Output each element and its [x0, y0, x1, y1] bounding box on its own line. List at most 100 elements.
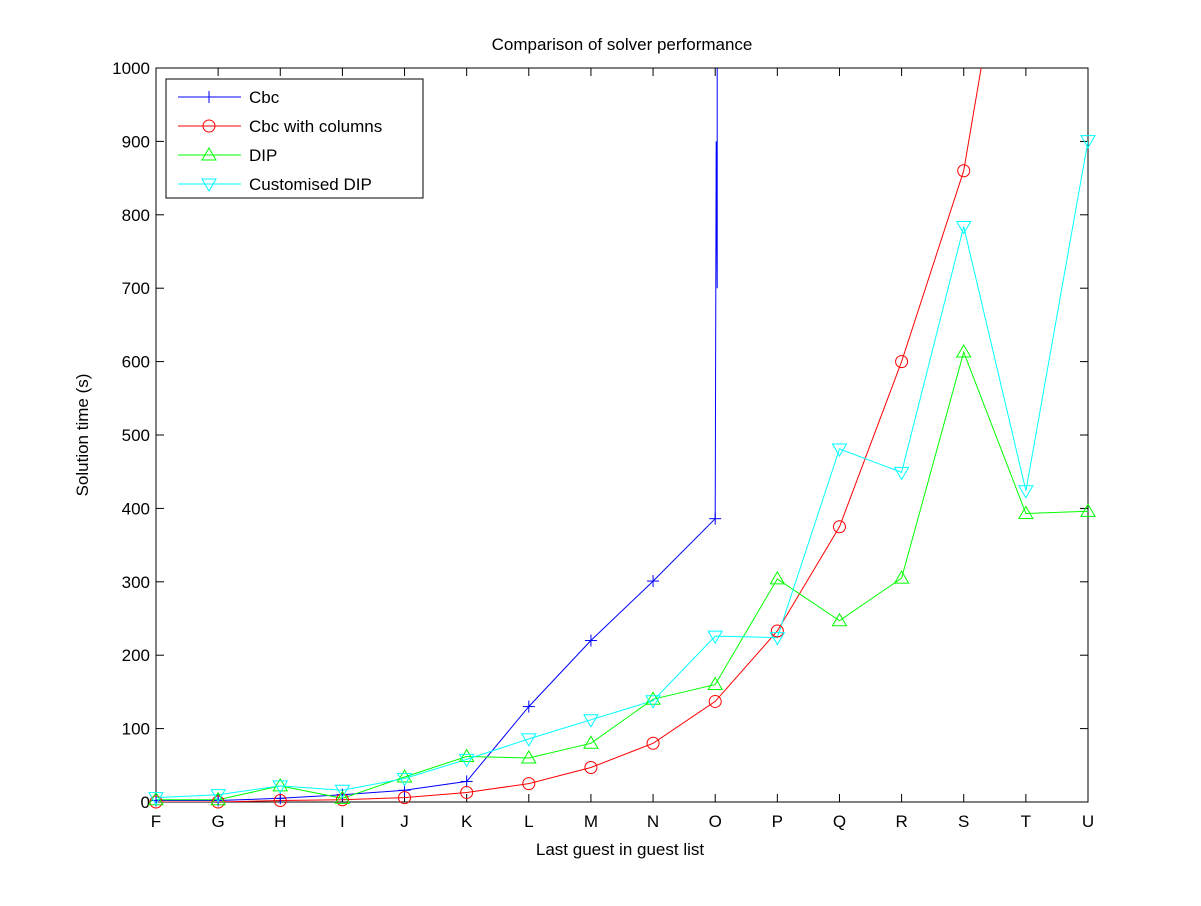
data-markers	[148, 135, 1096, 809]
x-tick-label: F	[151, 812, 161, 831]
legend-label: Customised DIP	[249, 175, 372, 194]
triangle-down-marker	[334, 784, 351, 799]
plus-marker	[709, 512, 722, 525]
circle-marker	[335, 793, 349, 807]
legend-box	[165, 78, 424, 199]
x-tick-label: L	[524, 812, 533, 831]
circle-marker	[584, 761, 598, 775]
triangle-up-marker	[645, 691, 661, 705]
triangle-down-marker	[1017, 485, 1034, 499]
legend-entry: Customised DIP	[178, 175, 372, 194]
triangle-down-marker	[707, 630, 724, 645]
triangle-down-marker	[769, 632, 786, 646]
legend-entry: Cbc	[178, 88, 280, 107]
triangle-down-marker	[210, 789, 227, 803]
legend-entry: Cbc with columns	[178, 117, 382, 136]
triangle-up-marker	[707, 676, 724, 691]
triangle-up-marker	[334, 790, 351, 804]
y-tick-label: 0	[141, 793, 150, 812]
y-tick-label: 800	[122, 206, 150, 225]
triangle-up-marker	[769, 570, 786, 585]
x-tick-label: Q	[833, 812, 846, 831]
x-tick-label: T	[1021, 812, 1031, 831]
triangle-up-marker	[955, 344, 972, 358]
circle-marker	[460, 785, 474, 799]
plus-marker	[647, 575, 660, 588]
legend-entry: DIP	[178, 146, 277, 165]
plus-marker	[522, 700, 535, 713]
legend-label: Cbc with columns	[249, 117, 382, 136]
circle-marker	[708, 694, 722, 708]
series-line-2	[156, 350, 1088, 801]
series-line-1	[156, 68, 982, 802]
triangle-down-marker	[1080, 135, 1096, 149]
triangle-up-marker	[1017, 505, 1034, 520]
circle-marker	[202, 119, 216, 133]
circle-marker	[398, 791, 412, 805]
plus-marker	[584, 634, 597, 647]
triangle-down-marker	[148, 792, 164, 806]
triangle-up-marker	[458, 748, 475, 762]
circle-marker	[273, 794, 287, 808]
y-tick-label: 600	[122, 353, 150, 372]
y-tick-label: 200	[122, 646, 150, 665]
y-tick-label: 400	[122, 499, 150, 518]
triangle-down-marker	[955, 221, 972, 235]
triangle-up-marker	[831, 612, 848, 627]
legend: Cbc Cbc with columns DIP Customised DIP	[165, 78, 424, 199]
y-tick-label: 100	[122, 720, 150, 739]
triangle-down-marker	[520, 733, 537, 747]
x-tick-label: P	[772, 812, 783, 831]
y-tick-label: 900	[122, 132, 150, 151]
x-tick-label: N	[647, 812, 659, 831]
plus-marker	[203, 91, 215, 103]
triangle-down-marker	[458, 753, 475, 768]
y-tick-label: 300	[122, 573, 150, 592]
circle-marker	[895, 355, 909, 369]
triangle-up-marker	[893, 570, 910, 584]
x-tick-label: K	[461, 812, 473, 831]
triangle-up-marker	[396, 769, 413, 783]
y-tick-label: 1000	[112, 59, 150, 78]
triangle-up-marker	[201, 147, 217, 161]
y-tick-label: 500	[122, 426, 150, 445]
circle-marker	[149, 795, 163, 809]
triangle-up-marker	[272, 777, 289, 792]
x-tick-label: I	[340, 812, 345, 831]
x-tick-label: M	[584, 812, 598, 831]
triangle-up-marker	[210, 791, 227, 806]
x-tick-label: J	[400, 812, 409, 831]
y-tick-label: 700	[122, 279, 150, 298]
triangle-down-marker	[583, 714, 599, 728]
x-tick-label: R	[895, 812, 907, 831]
legend-label: DIP	[249, 146, 277, 165]
triangle-down-marker	[201, 178, 217, 192]
x-tick-label: G	[212, 812, 225, 831]
x-axis-title: Last guest in guest list	[536, 840, 704, 859]
triangle-up-marker	[583, 735, 599, 749]
chart-title: Comparison of solver performance	[492, 35, 753, 54]
series-line-3	[156, 140, 1088, 799]
triangle-down-marker	[645, 695, 661, 709]
triangle-up-marker	[520, 749, 537, 764]
circle-marker	[646, 736, 660, 750]
x-tick-label: S	[958, 812, 969, 831]
triangle-down-marker	[396, 773, 413, 787]
x-tick-label: H	[274, 812, 286, 831]
x-tick-label: U	[1082, 812, 1094, 831]
y-axis-title: Solution time (s)	[73, 374, 92, 497]
circle-marker	[770, 624, 784, 638]
triangle-down-marker	[272, 780, 289, 794]
plus-marker	[460, 775, 473, 788]
legend-label: Cbc	[249, 88, 280, 107]
triangle-up-marker	[1080, 503, 1096, 517]
triangle-down-marker	[831, 443, 848, 457]
axis-ticks: 0 100 200 300 400 500 600 700 800 900 1000 F G H I J K L M…	[112, 59, 1094, 831]
circle-marker	[832, 520, 846, 534]
x-tick-label: O	[709, 812, 722, 831]
circle-marker	[522, 777, 536, 791]
circle-marker	[957, 164, 971, 178]
triangle-down-marker	[893, 466, 910, 481]
